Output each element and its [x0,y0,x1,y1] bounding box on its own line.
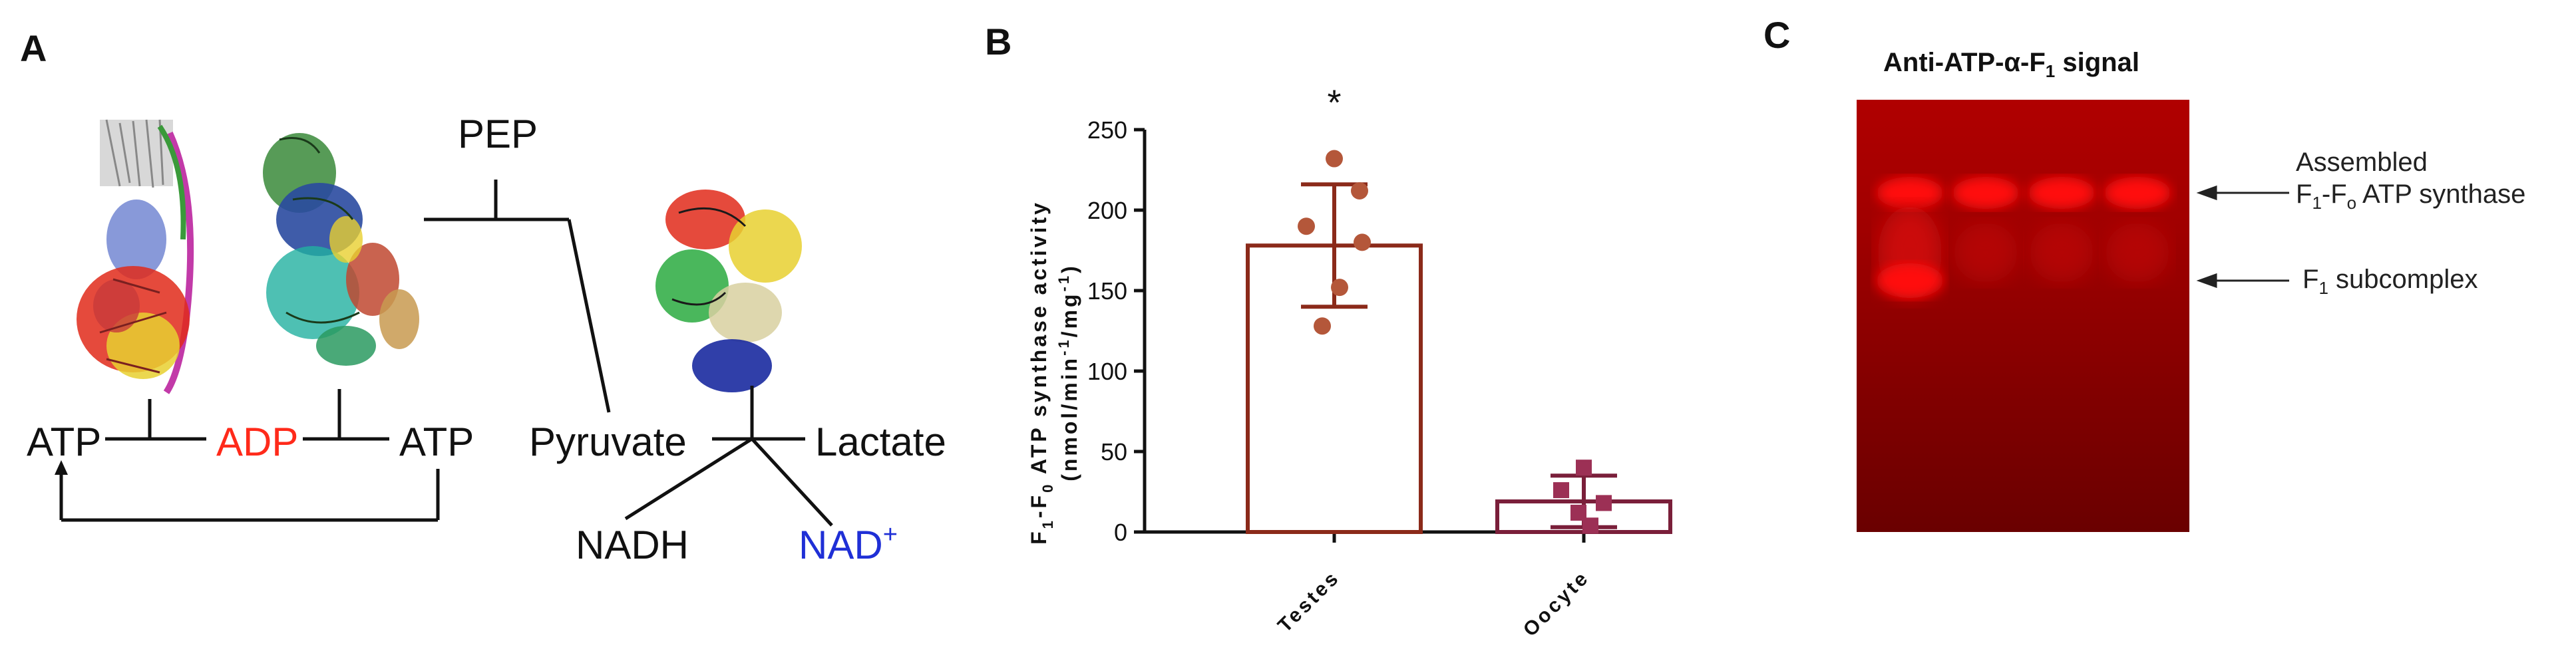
data-point [1314,317,1331,335]
x-tick-label: Testes [1274,567,1344,637]
data-point [1351,182,1368,200]
arrowhead-icon [55,460,68,475]
band-smear [1954,223,2018,283]
panel-b: B F1-F0 ATP synthase activity (nmol/min-… [972,0,1763,665]
atp-synthase-structure [77,119,194,394]
bar-chart: F1-F0 ATP synthase activity (nmol/min-1/… [1027,82,1672,641]
pep-label: PEP [458,112,538,156]
panel-b-label: B [985,21,1012,63]
x-tick-label: Oocyte [1519,567,1594,641]
blot-bands [1877,177,2171,299]
panel-a-label: A [20,27,47,69]
panel-c-label: C [1763,14,1791,56]
significance-marker: * [1327,82,1341,122]
band-assembled [1877,177,1943,209]
assembled-band-label: Assembled F1-Fo ATP synthase [2296,148,2526,213]
y-tick-label: 250 [1087,116,1127,144]
data-point [1298,217,1315,235]
y-axis-label: F1-F0 ATP synthase activity [1027,200,1056,545]
y-tick-label: 100 [1087,358,1127,385]
western-blot [1857,100,2189,532]
y-tick-label: 200 [1087,197,1127,224]
ldh-structure [655,190,802,392]
atp-right-label: ATP [399,420,474,464]
data-point [1326,150,1343,168]
y-tick-label: 150 [1087,277,1127,305]
pathway-lines [59,180,833,527]
data-point [1553,482,1569,499]
panel-a: A [0,0,972,665]
data-point [1582,517,1598,534]
data-point [1576,460,1592,476]
atp-left-label: ATP [27,420,101,464]
adp-label: ADP [216,420,298,464]
lactate-label: Lactate [815,420,946,464]
nad-label: NAD+ [799,521,898,567]
data-point [1331,279,1348,297]
panel-c: C Anti-ATP-α-F1 signal Assembled F1-Fo A… [1763,0,2576,665]
blot-membrane [1857,100,2189,532]
band-assembled [2028,177,2095,209]
data-point [1596,495,1612,511]
y-tick-label: 50 [1101,438,1127,466]
kinase-structure [263,133,419,366]
pyruvate-label: Pyruvate [529,420,687,464]
band-assembled [1952,177,2019,209]
y-tick-label: 0 [1114,519,1127,546]
data-point [1354,233,1371,251]
band-subcomplex [1877,263,1943,298]
band-assembled [2104,177,2171,209]
pathway-diagram: ATP ADP ATP PEP Pyruvate Lactate NADH NA… [27,112,946,567]
band-smear [2030,223,2094,283]
nadh-label: NADH [576,523,689,567]
subcomplex-band-label: F1 subcomplex [2302,265,2478,298]
y-axis-unit: (nmol/min-1/mg-1) [1055,263,1081,481]
band-smear [2106,223,2169,283]
blot-title: Anti-ATP-α-F1 signal [1883,48,2139,81]
